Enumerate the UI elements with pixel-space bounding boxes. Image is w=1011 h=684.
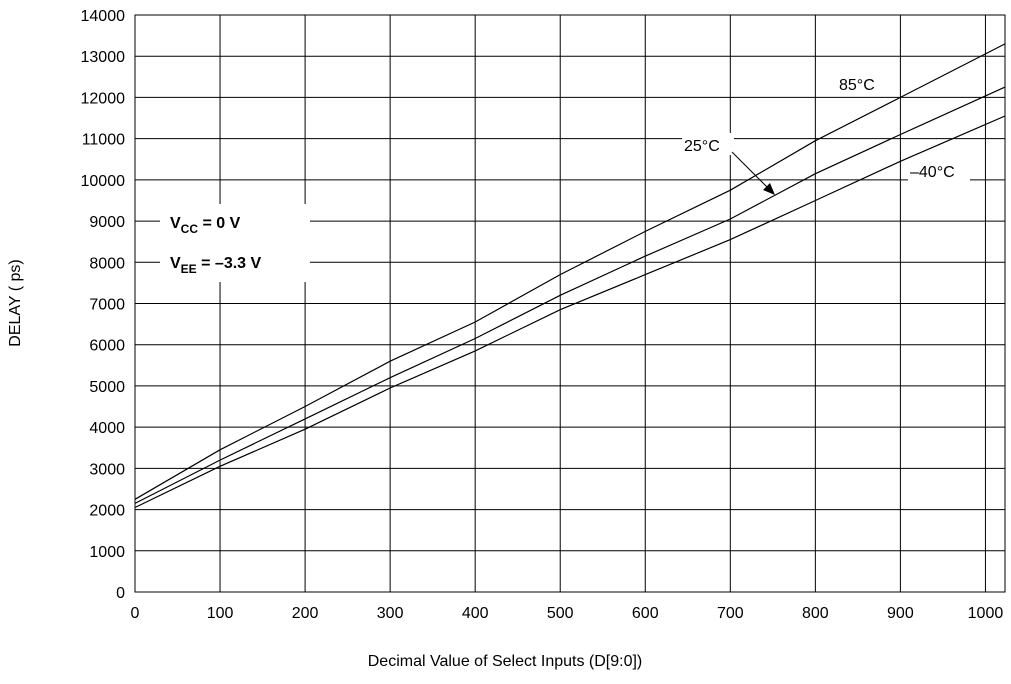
vee-annotation: VEE = –3.3 V [170,255,262,276]
vee-sub: EE [181,262,197,276]
vcc-sub: CC [181,222,199,236]
x-tick-label: 500 [547,605,574,622]
series-label-25c-arrow [731,151,772,192]
x-tick-label: 600 [632,605,659,622]
series-line-2 [134,115,1006,509]
vcc-rest: = 0 V [198,215,241,232]
label-25-bg [682,133,734,155]
y-axis-title: DELAY ( ps) [7,259,24,346]
x-tick-label: 100 [207,605,234,622]
y-tick-label: 14000 [81,8,126,25]
vcc-main: V [170,215,181,232]
y-tick-label: 10000 [81,173,126,190]
series-label-25c-arrowhead [763,183,775,195]
y-tick-labels: 0 1000 2000 3000 4000 5000 6000 7000 8000 9000 100… [81,8,126,602]
x-tick-label: 700 [717,605,744,622]
y-tick-label: 2000 [89,503,125,520]
y-tick-label: 5000 [89,379,125,396]
y-tick-label: 0 [116,585,125,602]
label-minus40-bg [908,160,970,182]
label-85-bg [836,72,888,94]
x-axis-title: Decimal Value of Select Inputs (D[9:0]) [368,653,643,670]
y-tick-label: 7000 [89,297,125,314]
vcc-annotation: VCC = 0 V [170,215,241,236]
y-tick-label: 12000 [81,90,126,107]
x-tick-label: 300 [377,605,404,622]
y-tick-label: 9000 [89,214,125,231]
series-label-85c: 85°C [839,77,875,94]
x-tick-label: 200 [292,605,319,622]
y-tick-label: 4000 [89,420,125,437]
x-tick-label: 800 [802,605,829,622]
y-tick-label: 13000 [81,49,126,66]
series-line-1 [134,86,1006,504]
x-tick-label: 0 [131,605,140,622]
x-tick-labels: 0 100 200 300 400 500 600 700 800 900 1000 [131,605,1004,622]
x-tick-label: 900 [887,605,914,622]
series-label-minus40c: –40°C [910,164,955,181]
y-tick-label: 8000 [89,255,125,272]
plot-frame [134,14,1006,593]
series-lines [134,43,1006,509]
y-tick-label: 3000 [89,461,125,478]
y-tick-label: 1000 [89,544,125,561]
vee-rest: = –3.3 V [197,255,262,272]
y-tick-label: 11000 [82,132,125,149]
vee-main: V [170,255,181,272]
conditions-box [160,204,310,282]
series-line-0 [134,43,1006,500]
x-tick-label: 400 [462,605,489,622]
series-label-25c: 25°C [684,138,720,155]
x-tick-label: 1000 [968,605,1004,622]
y-tick-label: 6000 [89,338,125,355]
